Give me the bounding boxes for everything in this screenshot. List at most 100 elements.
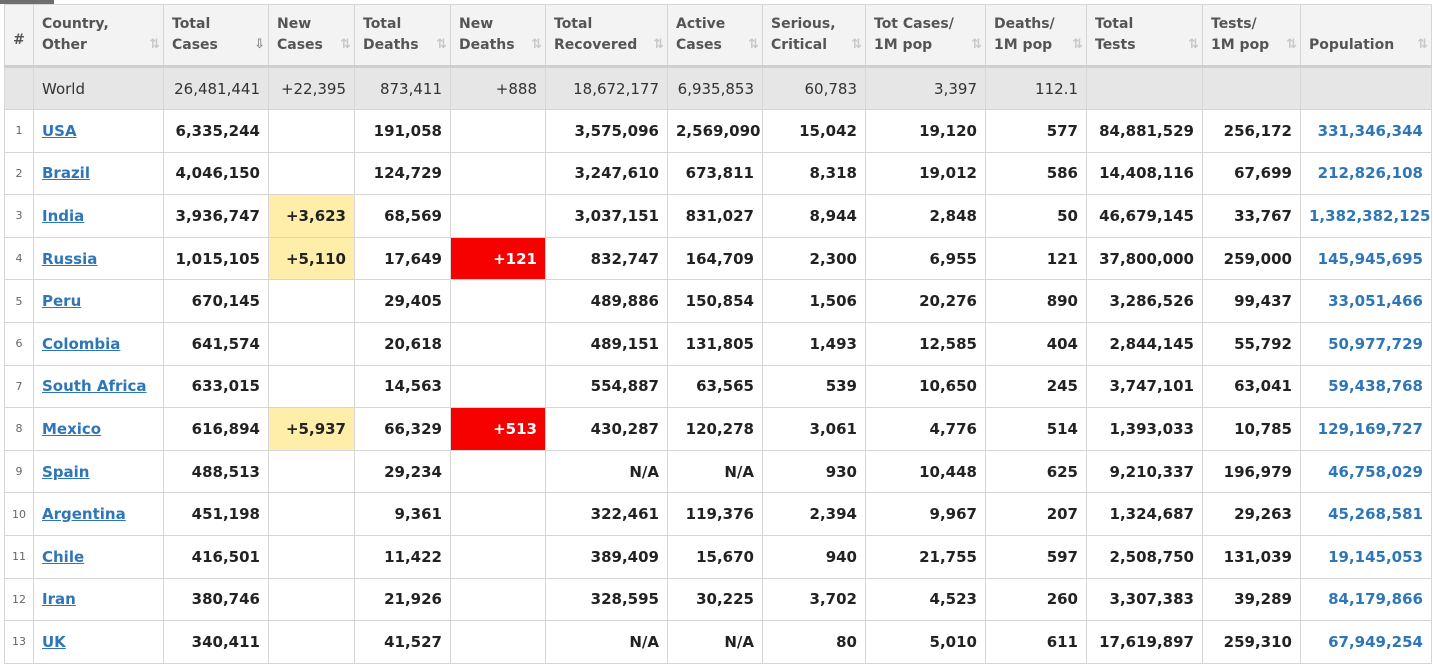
sort-icon[interactable]: ⇅ xyxy=(851,37,862,52)
sort-icon[interactable]: ⇅ xyxy=(1286,37,1297,52)
population-cell: 129,169,727 xyxy=(1300,407,1432,451)
new-cases-cell xyxy=(268,321,355,366)
population-cell: 59,438,768 xyxy=(1300,364,1432,409)
cases-per-1m-cell: 19,012 xyxy=(865,151,986,196)
header-rank[interactable]: # xyxy=(4,4,34,68)
table-row: 5 Peru 670,145 29,405 489,886 150,854 1,506 20,… xyxy=(4,279,1432,323)
header-total-cases[interactable]: Total Cases ⇩ xyxy=(163,4,269,68)
total-recovered-cell: N/A xyxy=(545,449,668,494)
sort-icon[interactable]: ⇅ xyxy=(971,37,982,52)
header-serious[interactable]: Serious, Critical ⇅ xyxy=(762,4,866,68)
country-link[interactable]: Spain xyxy=(42,462,90,481)
active-cases-cell: 6,935,853 xyxy=(667,66,763,110)
total-tests-cell: 46,679,145 xyxy=(1086,194,1203,238)
header-total-recovered[interactable]: Total Recovered ⇅ xyxy=(545,4,668,68)
header-label-line2: Cases xyxy=(172,37,218,53)
country-link[interactable]: Chile xyxy=(42,547,85,566)
new-deaths-cell: +888 xyxy=(450,66,546,110)
country-link[interactable]: Colombia xyxy=(42,334,121,353)
sort-icon[interactable]: ⇅ xyxy=(1072,37,1083,52)
tests-per-1m-cell: 39,289 xyxy=(1202,577,1301,622)
country-link[interactable]: India xyxy=(42,206,85,225)
active-cases-cell: 119,376 xyxy=(667,492,763,536)
active-cases-cell: N/A xyxy=(667,449,763,494)
rank-cell: 7 xyxy=(4,364,34,409)
serious-cell: 3,702 xyxy=(762,577,866,622)
total-deaths-cell: 191,058 xyxy=(354,109,451,153)
country-link[interactable]: Iran xyxy=(42,590,76,609)
header-active-cases[interactable]: Active Cases ⇅ xyxy=(667,4,763,68)
total-tests-cell: 3,747,101 xyxy=(1086,364,1203,409)
table-body: World 26,481,441 +22,395 873,411 +888 18,672,… xyxy=(4,66,1432,664)
header-label-line1: Total xyxy=(363,16,402,32)
total-cases-cell: 1,015,105 xyxy=(163,236,269,281)
sort-icon[interactable]: ⇅ xyxy=(149,37,160,52)
total-deaths-cell: 29,234 xyxy=(354,449,451,494)
total-tests-cell: 17,619,897 xyxy=(1086,620,1203,664)
country-link[interactable]: Peru xyxy=(42,292,82,311)
header-new-cases[interactable]: New Cases ⇅ xyxy=(268,4,355,68)
country-link[interactable]: Mexico xyxy=(42,419,102,438)
new-cases-cell xyxy=(268,492,355,536)
table-row: 3 India 3,936,747 +3,623 68,569 3,037,151 831,… xyxy=(4,194,1432,238)
new-deaths-cell xyxy=(450,321,546,366)
table-row: 12 Iran 380,746 21,926 328,595 30,225 3,702 4,5… xyxy=(4,577,1432,622)
active-cases-cell: 131,805 xyxy=(667,321,763,366)
population-cell: 19,145,053 xyxy=(1300,534,1432,579)
cases-per-1m-cell: 9,967 xyxy=(865,492,986,536)
header-total-deaths[interactable]: Total Deaths ⇅ xyxy=(354,4,451,68)
sort-icon[interactable]: ⇅ xyxy=(748,37,759,52)
header-tests-per-1m[interactable]: Tests/1M pop ⇅ xyxy=(1202,4,1301,68)
country-cell: Mexico xyxy=(33,407,164,451)
country-link[interactable]: Brazil xyxy=(42,164,90,183)
deaths-per-1m-cell: 245 xyxy=(985,364,1087,409)
rank-cell: 1 xyxy=(4,109,34,153)
total-recovered-cell: 328,595 xyxy=(545,577,668,622)
total-tests-cell: 9,210,337 xyxy=(1086,449,1203,494)
total-recovered-cell: N/A xyxy=(545,620,668,664)
header-label-line1: New xyxy=(277,16,312,32)
header-total-tests[interactable]: Total Tests ⇅ xyxy=(1086,4,1203,68)
country-link[interactable]: USA xyxy=(42,121,77,140)
total-cases-cell: 340,411 xyxy=(163,620,269,664)
country-link[interactable]: Argentina xyxy=(42,505,126,524)
sort-icon[interactable]: ⇅ xyxy=(436,37,447,52)
cases-per-1m-cell: 20,276 xyxy=(865,279,986,323)
header-deaths-per-1m[interactable]: Deaths/1M pop ⇅ xyxy=(985,4,1087,68)
sort-icon[interactable]: ⇅ xyxy=(340,37,351,52)
total-cases-cell: 380,746 xyxy=(163,577,269,622)
sort-icon[interactable]: ⇅ xyxy=(653,37,664,52)
sort-icon[interactable]: ⇅ xyxy=(1188,37,1199,52)
total-recovered-cell: 18,672,177 xyxy=(545,66,668,110)
header-cases-per-1m[interactable]: Tot Cases/1M pop ⇅ xyxy=(865,4,986,68)
cases-per-1m-cell: 10,650 xyxy=(865,364,986,409)
deaths-per-1m-cell: 404 xyxy=(985,321,1087,366)
active-cases-cell: 150,854 xyxy=(667,279,763,323)
total-cases-cell: 633,015 xyxy=(163,364,269,409)
sort-icon[interactable]: ⇅ xyxy=(1417,37,1428,52)
sort-icon[interactable]: ⇅ xyxy=(531,37,542,52)
country-cell: Chile xyxy=(33,534,164,579)
rank-cell: 5 xyxy=(4,279,34,323)
header-population[interactable]: Population ⇅ xyxy=(1300,4,1432,68)
table-row: 11 Chile 416,501 11,422 389,409 15,670 940 21,7… xyxy=(4,534,1432,579)
new-deaths-cell xyxy=(450,109,546,153)
country-link[interactable]: Russia xyxy=(42,249,98,268)
header-new-deaths[interactable]: New Deaths ⇅ xyxy=(450,4,546,68)
new-deaths-cell xyxy=(450,449,546,494)
header-label-line1: Population xyxy=(1309,37,1395,53)
population-cell: 1,382,382,125 xyxy=(1300,194,1432,238)
total-tests-cell: 3,307,383 xyxy=(1086,577,1203,622)
header-country[interactable]: Country, Other ⇅ xyxy=(33,4,164,68)
serious-cell: 60,783 xyxy=(762,66,866,110)
total-recovered-cell: 832,747 xyxy=(545,236,668,281)
total-cases-cell: 641,574 xyxy=(163,321,269,366)
country-link[interactable]: UK xyxy=(42,632,66,651)
country-link[interactable]: South Africa xyxy=(42,377,147,396)
new-cases-cell: +5,110 xyxy=(268,236,355,281)
new-cases-cell xyxy=(268,534,355,579)
rank-cell: 9 xyxy=(4,449,34,494)
tests-per-1m-cell: 99,437 xyxy=(1202,279,1301,323)
header-label-line2: Cases xyxy=(676,37,722,53)
sort-desc-icon[interactable]: ⇩ xyxy=(254,37,265,52)
